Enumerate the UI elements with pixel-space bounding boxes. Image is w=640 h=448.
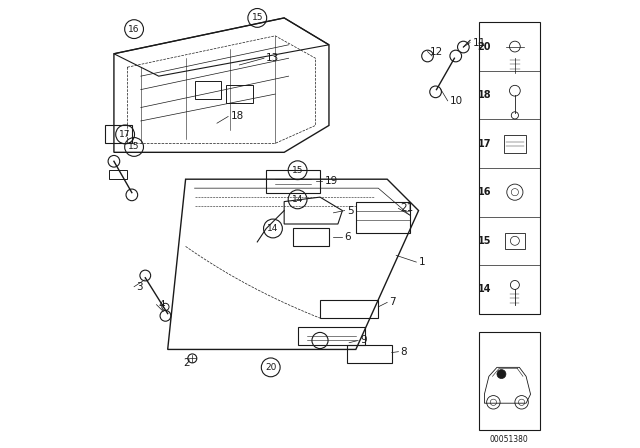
Text: 14: 14: [268, 224, 278, 233]
Text: 10: 10: [450, 96, 463, 106]
Text: 1: 1: [419, 257, 425, 267]
Bar: [504, 135, 526, 153]
Text: 17: 17: [120, 130, 131, 139]
Circle shape: [497, 370, 506, 379]
Text: 18: 18: [230, 112, 244, 121]
Bar: [505, 233, 525, 249]
Text: 14: 14: [477, 284, 491, 294]
Text: 14: 14: [292, 195, 303, 204]
Text: 20: 20: [265, 363, 276, 372]
Text: 19: 19: [324, 177, 338, 186]
Text: 20: 20: [477, 42, 491, 52]
Text: 00051380: 00051380: [490, 435, 529, 444]
Text: 12: 12: [430, 47, 443, 56]
Text: 4: 4: [159, 300, 165, 310]
Text: 8: 8: [401, 347, 407, 357]
Text: 16: 16: [477, 187, 491, 197]
Bar: [479, 22, 540, 314]
Text: 6: 6: [344, 233, 351, 242]
Text: 15: 15: [129, 142, 140, 151]
Text: 13: 13: [266, 53, 280, 63]
Text: 3: 3: [136, 282, 143, 292]
Text: 7: 7: [389, 297, 396, 307]
Text: 17: 17: [477, 139, 491, 149]
Text: 5: 5: [347, 206, 353, 215]
Text: 2: 2: [183, 358, 190, 368]
Text: 16: 16: [129, 25, 140, 34]
Text: 9: 9: [360, 336, 367, 345]
Text: 15: 15: [292, 166, 303, 175]
Bar: [479, 332, 540, 430]
Text: 21: 21: [401, 203, 414, 213]
Text: 18: 18: [477, 90, 492, 100]
Text: 15: 15: [477, 236, 491, 246]
Text: 11: 11: [472, 38, 486, 47]
Text: 15: 15: [252, 13, 263, 22]
